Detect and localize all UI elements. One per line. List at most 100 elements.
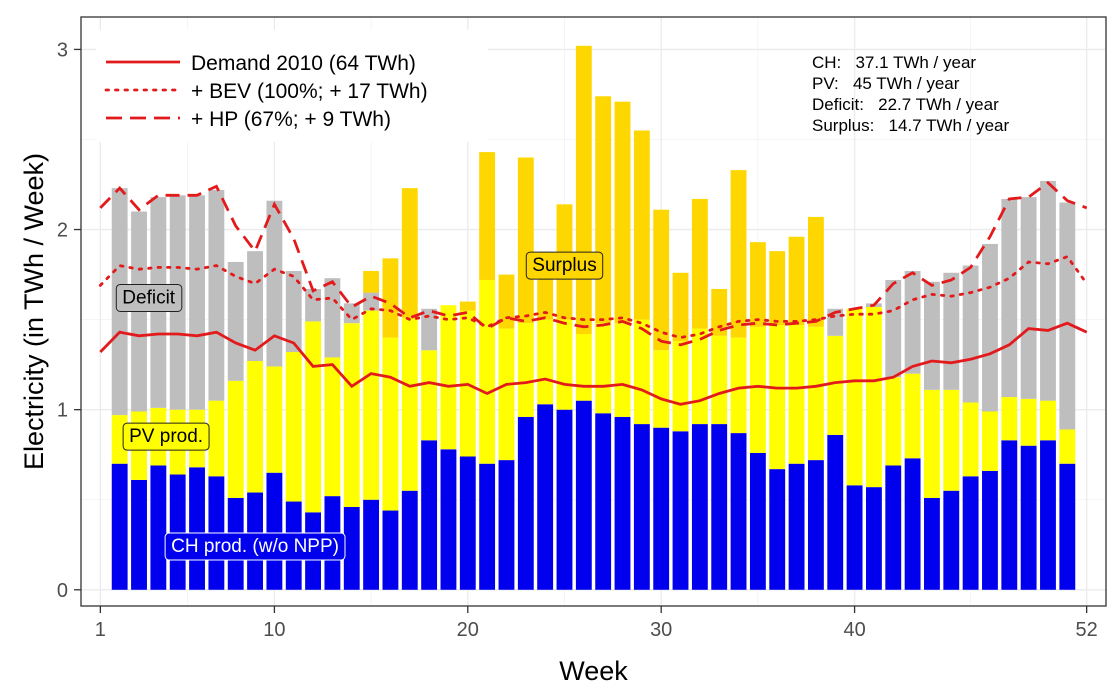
bar-pv-prod — [962, 402, 979, 477]
bar-label-text: CH prod. (w/o NPP) — [171, 536, 339, 557]
bar-deficit — [1020, 197, 1037, 399]
bar-ch-prod-w-o-npp — [363, 499, 380, 590]
y-tick-label: 0 — [57, 580, 68, 602]
bar-ch-prod-w-o-npp — [111, 463, 128, 590]
bar-ch-prod-w-o-npp — [672, 431, 689, 590]
bar-pv-prod — [807, 326, 824, 461]
y-axis-label: Electricity (in TWh / Week) — [19, 153, 49, 470]
bar-pv-prod — [247, 361, 263, 493]
legend-label: + HP (67%; + 9 TWh) — [191, 108, 391, 131]
bar-deficit — [943, 272, 960, 390]
bar-surplus — [517, 157, 534, 324]
bar-pv-prod — [711, 335, 728, 425]
bar-ch-prod-w-o-npp — [653, 427, 670, 590]
annotation-text: Deficit: 22.7 TWh / year — [812, 95, 999, 114]
bar-ch-prod-w-o-npp — [614, 416, 631, 590]
bar-pv-prod — [1020, 398, 1037, 446]
bar-label: Surplus — [525, 251, 604, 280]
bar-pv-prod — [672, 341, 689, 432]
bar-pv-prod — [982, 411, 998, 471]
bar-pv-prod — [1001, 397, 1018, 441]
lines — [98, 180, 1089, 406]
bar-ch-prod-w-o-npp — [788, 463, 805, 590]
bar-ch-prod-w-o-npp — [517, 416, 534, 590]
annotation-text: PV: 45 TWh / year — [812, 74, 960, 93]
x-axis-label: Week — [559, 656, 628, 684]
bar-pv-prod — [575, 334, 592, 401]
bar-pv-prod — [363, 310, 380, 500]
bar-surplus — [769, 251, 786, 326]
bar-deficit — [1001, 198, 1018, 398]
bar-ch-prod-w-o-npp — [730, 433, 747, 590]
bar-deficit — [904, 270, 921, 374]
bar-ch-prod-w-o-npp — [556, 409, 573, 590]
line-dashed-demand — [99, 180, 1088, 347]
bar-surplus — [459, 301, 476, 311]
bar-pv-prod — [865, 306, 882, 488]
bar-pv-prod — [324, 357, 341, 497]
legend-background — [96, 30, 488, 142]
bar-ch-prod-w-o-npp — [865, 487, 882, 590]
bar-ch-prod-w-o-npp — [421, 440, 438, 590]
bar-pv-prod — [614, 323, 631, 417]
bar-ch-prod-w-o-npp — [846, 485, 863, 590]
y-tick-label: 3 — [57, 39, 68, 61]
bar-pv-prod — [788, 325, 805, 464]
bar-surplus — [691, 198, 708, 329]
legend: Demand 2010 (64 TWh) + BEV (100%; + 17 TW… — [96, 30, 488, 142]
bar-ch-prod-w-o-npp — [982, 470, 998, 590]
bar-ch-prod-w-o-npp — [807, 460, 824, 590]
bar-pv-prod — [227, 380, 244, 498]
bar-ch-prod-w-o-npp — [479, 463, 496, 590]
bar-deficit — [1040, 180, 1056, 401]
bar-ch-prod-w-o-npp — [401, 490, 418, 590]
bar-ch-prod-w-o-npp — [943, 490, 960, 590]
bar-deficit — [266, 200, 283, 367]
line-dotted-demand — [98, 254, 1089, 340]
bar-pv-prod — [401, 317, 418, 491]
bar-ch-prod-w-o-npp — [1059, 463, 1076, 590]
bar-pv-prod — [691, 328, 708, 425]
bar-surplus — [363, 270, 380, 293]
bar-pv-prod — [1040, 400, 1056, 441]
bar-deficit — [305, 288, 322, 322]
bar-surplus — [479, 152, 496, 280]
bar-ch-prod-w-o-npp — [537, 404, 554, 590]
bar-deficit — [924, 281, 940, 390]
bar-surplus — [711, 288, 728, 336]
bar-ch-prod-w-o-npp — [827, 434, 844, 590]
bar-ch-prod-w-o-npp — [266, 472, 283, 590]
legend-label: Demand 2010 (64 TWh) — [191, 52, 416, 75]
x-tick-label: 52 — [1076, 619, 1098, 641]
bar-ch-prod-w-o-npp — [498, 460, 515, 590]
y-tick-label: 1 — [57, 400, 68, 422]
bar-pv-prod — [595, 323, 612, 414]
bar-deficit — [885, 279, 902, 378]
y-tick-label: 2 — [57, 220, 68, 242]
legend-label: + BEV (100%; + 17 TWh) — [191, 80, 428, 103]
bar-pv-prod — [769, 325, 786, 470]
bar-pv-prod — [382, 337, 399, 511]
bar-ch-prod-w-o-npp — [575, 400, 592, 590]
bar-ch-prod-w-o-npp — [440, 449, 457, 590]
bar-deficit — [1059, 202, 1076, 430]
bar-ch-prod-w-o-npp — [885, 465, 902, 590]
x-tick-label: 40 — [843, 619, 865, 641]
bar-label-box — [164, 532, 346, 561]
bar-pv-prod — [498, 328, 515, 461]
bar-surplus — [788, 236, 805, 326]
bar-label: CH prod. (w/o NPP) — [164, 532, 346, 561]
bar-deficit — [324, 278, 341, 358]
bar-ch-prod-w-o-npp — [633, 424, 650, 590]
bar-ch-prod-w-o-npp — [131, 479, 147, 590]
bar-deficit — [343, 303, 360, 324]
bar-label-text: Deficit — [122, 287, 176, 308]
x-tick-label: 30 — [650, 619, 672, 641]
bar-pv-prod — [421, 350, 438, 441]
bar-pv-prod — [343, 323, 360, 507]
bar-ch-prod-w-o-npp — [343, 506, 360, 590]
bar-surplus — [614, 101, 631, 324]
bar-deficit — [962, 265, 979, 403]
bar-surplus — [672, 272, 689, 342]
